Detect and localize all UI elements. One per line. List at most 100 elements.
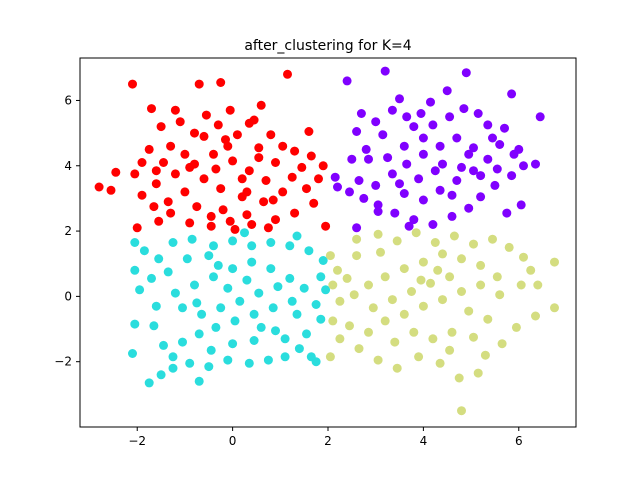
data-point-cluster-3 <box>230 316 240 326</box>
data-point-cluster-4 <box>488 234 497 244</box>
data-point-cluster-4 <box>483 314 493 324</box>
data-point-cluster-3 <box>316 272 326 282</box>
data-point-cluster-4 <box>409 327 419 337</box>
data-point-cluster-3 <box>292 231 302 241</box>
data-point-cluster-4 <box>457 254 466 264</box>
data-point-cluster-2 <box>514 144 524 154</box>
data-point-cluster-4 <box>399 309 409 319</box>
data-point-cluster-4 <box>476 260 486 270</box>
data-point-cluster-4 <box>418 257 428 267</box>
data-point-cluster-3 <box>178 303 187 313</box>
data-point-cluster-1 <box>304 127 314 136</box>
data-point-cluster-3 <box>302 329 311 339</box>
data-point-cluster-3 <box>244 358 254 368</box>
data-point-cluster-1 <box>151 166 161 176</box>
data-point-cluster-1 <box>180 149 190 159</box>
y-tick-label: 4 <box>64 159 72 173</box>
data-point-cluster-1 <box>190 128 199 138</box>
data-point-cluster-1 <box>254 153 264 163</box>
x-tick-label: 0 <box>229 434 237 448</box>
data-point-cluster-3 <box>204 251 214 261</box>
data-point-cluster-1 <box>132 223 142 233</box>
data-point-cluster-2 <box>447 211 457 221</box>
data-point-cluster-1 <box>237 174 247 184</box>
data-point-cluster-1 <box>185 218 195 228</box>
data-point-cluster-1 <box>128 79 137 89</box>
data-point-cluster-1 <box>297 162 307 172</box>
data-point-cluster-3 <box>211 322 221 332</box>
data-point-cluster-3 <box>130 265 140 275</box>
data-point-cluster-2 <box>464 149 474 159</box>
data-point-cluster-1 <box>170 169 180 179</box>
data-point-cluster-3 <box>151 301 161 311</box>
data-point-cluster-2 <box>409 122 419 132</box>
data-point-cluster-2 <box>457 162 466 172</box>
data-point-cluster-1 <box>244 118 254 128</box>
data-point-cluster-3 <box>206 345 216 355</box>
data-point-cluster-4 <box>373 229 383 239</box>
data-point-cluster-3 <box>228 264 238 274</box>
data-point-cluster-1 <box>185 162 195 172</box>
data-point-cluster-1 <box>232 130 242 140</box>
data-point-cluster-2 <box>452 133 462 143</box>
points-layer <box>94 66 559 416</box>
data-point-cluster-1 <box>156 122 166 132</box>
data-point-cluster-3 <box>294 344 304 354</box>
data-point-cluster-4 <box>516 280 526 290</box>
y-tick-label: −2 <box>54 355 72 369</box>
data-point-cluster-4 <box>325 352 335 362</box>
data-point-cluster-3 <box>299 283 309 293</box>
data-point-cluster-3 <box>228 339 238 349</box>
data-point-cluster-2 <box>330 172 340 182</box>
data-point-cluster-4 <box>428 334 438 344</box>
data-point-cluster-2 <box>378 130 388 140</box>
data-point-cluster-2 <box>414 174 424 184</box>
data-point-cluster-4 <box>352 251 362 261</box>
data-point-cluster-3 <box>139 246 149 256</box>
data-point-cluster-2 <box>352 223 362 233</box>
data-point-cluster-3 <box>287 296 297 306</box>
data-point-cluster-4 <box>418 301 428 311</box>
data-point-cluster-4 <box>364 280 373 290</box>
data-point-cluster-1 <box>199 131 209 141</box>
data-point-cluster-1 <box>144 144 154 154</box>
data-point-cluster-4 <box>445 272 455 282</box>
data-point-cluster-3 <box>168 238 178 247</box>
data-point-cluster-2 <box>447 190 457 200</box>
data-point-cluster-2 <box>416 109 426 118</box>
data-point-cluster-2 <box>492 164 502 174</box>
data-point-cluster-4 <box>376 247 385 257</box>
data-point-cluster-2 <box>488 133 497 143</box>
data-point-cluster-2 <box>469 166 478 176</box>
data-point-cluster-4 <box>342 273 352 283</box>
data-point-cluster-1 <box>213 120 223 130</box>
data-point-cluster-2 <box>418 195 428 205</box>
data-point-cluster-2 <box>399 141 409 151</box>
x-tick-label: 6 <box>515 434 523 448</box>
data-point-cluster-1 <box>159 158 168 167</box>
data-point-cluster-2 <box>418 133 428 143</box>
data-point-cluster-3 <box>192 298 202 308</box>
data-point-cluster-3 <box>285 273 295 283</box>
data-point-cluster-1 <box>180 187 190 197</box>
data-point-cluster-1 <box>242 210 252 220</box>
data-point-cluster-3 <box>249 336 259 345</box>
data-point-cluster-1 <box>278 187 288 197</box>
data-point-cluster-2 <box>404 221 414 231</box>
data-point-cluster-2 <box>364 154 373 164</box>
data-point-cluster-2 <box>435 141 445 151</box>
data-point-cluster-2 <box>490 180 500 190</box>
data-point-cluster-2 <box>383 153 393 163</box>
data-point-cluster-4 <box>414 352 424 362</box>
data-point-cluster-4 <box>511 322 521 332</box>
data-point-cluster-3 <box>130 319 140 329</box>
data-point-cluster-4 <box>550 303 559 313</box>
data-point-cluster-3 <box>223 283 233 293</box>
x-tick-label: −2 <box>128 434 146 448</box>
data-point-cluster-1 <box>254 143 264 153</box>
data-point-cluster-4 <box>447 327 457 337</box>
data-point-cluster-3 <box>209 241 218 251</box>
data-point-cluster-4 <box>457 287 466 296</box>
data-point-cluster-3 <box>154 254 164 264</box>
